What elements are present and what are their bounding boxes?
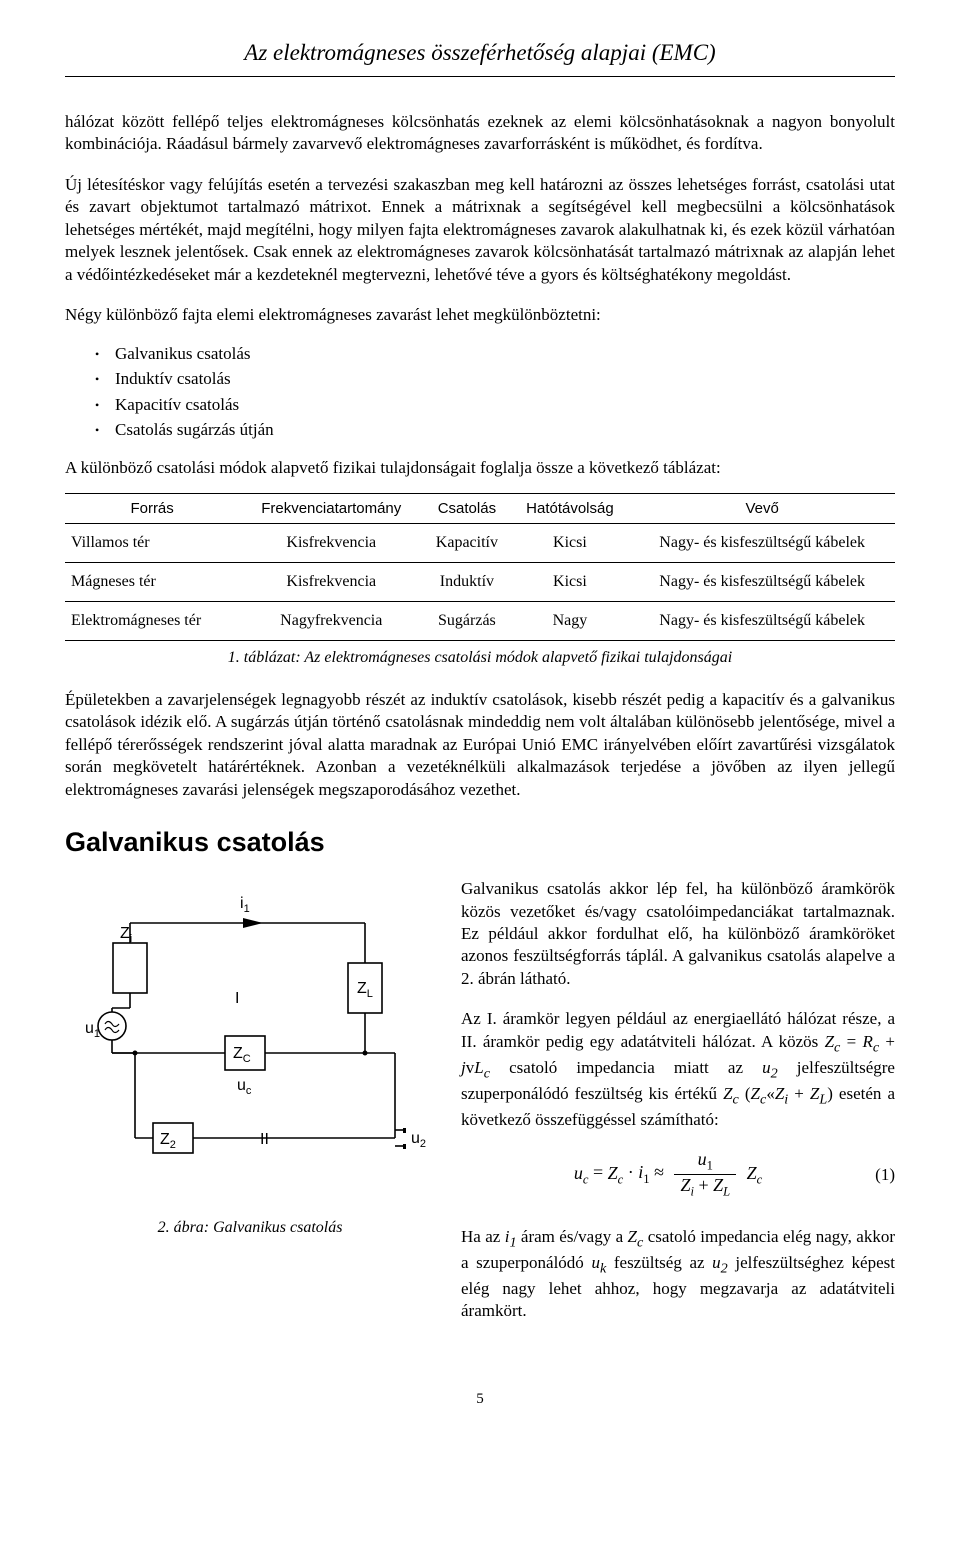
page: Az elektromágneses összeférhetőség alapj… <box>0 0 960 1468</box>
col-source: Forrás <box>65 493 239 523</box>
paragraph-5: Épületekben a zavarjelenségek legnagyobb… <box>65 689 895 801</box>
col-receiver: Vevő <box>629 493 895 523</box>
paragraph-6: Galvanikus csatolás akkor lép fel, ha kü… <box>461 878 895 990</box>
two-column-layout: i1 Zi I ZL u1 ZC uc Z2 II u2 2. ábra: Ga… <box>65 878 895 1341</box>
title-rule <box>65 76 895 77</box>
table-row: Mágneses tér Kisfrekvencia Induktív Kics… <box>65 562 895 601</box>
col-range: Hatótávolság <box>511 493 630 523</box>
table-header: Forrás Frekvenciatartomány Csatolás Ható… <box>65 493 895 523</box>
table-row: Elektromágneses tér Nagyfrekvencia Sugár… <box>65 601 895 640</box>
cell: Kisfrekvencia <box>239 523 423 562</box>
paragraph-2: Új létesítéskor vagy felújítás esetén a … <box>65 174 895 286</box>
label-u2: u2 <box>411 1130 426 1150</box>
equation-number: (1) <box>875 1165 895 1185</box>
paragraph-8: Ha az i1 áram és/vagy a Zc csatoló imped… <box>461 1226 895 1323</box>
paragraph-4: A különböző csatolási módok alapvető fiz… <box>65 457 895 479</box>
list-item: Csatolás sugárzás útján <box>115 417 895 443</box>
cell: Nagy- és kisfeszültségű kábelek <box>629 523 895 562</box>
col-freq: Frekvenciatartomány <box>239 493 423 523</box>
cell: Elektromágneses tér <box>65 601 239 640</box>
cell: Villamos tér <box>65 523 239 562</box>
cell: Induktív <box>423 562 510 601</box>
label-loop1: I <box>235 990 239 1007</box>
figure-column: i1 Zi I ZL u1 ZC uc Z2 II u2 2. ábra: Ga… <box>65 878 435 1237</box>
list-item: Kapacitív csatolás <box>115 392 895 418</box>
paragraph-3: Négy különböző fajta elemi elektromágnes… <box>65 304 895 326</box>
equation-body: uc = Zc · i1 ≈ u1 Zi + ZL Zc <box>461 1149 875 1199</box>
table-row: Villamos tér Kisfrekvencia Kapacitív Kic… <box>65 523 895 562</box>
cell: Nagyfrekvencia <box>239 601 423 640</box>
label-uc: uc <box>237 1077 252 1097</box>
cell: Nagy- és kisfeszültségű kábelek <box>629 562 895 601</box>
figure-caption: 2. ábra: Galvanikus csatolás <box>65 1219 435 1237</box>
cell: Mágneses tér <box>65 562 239 601</box>
list-item: Induktív csatolás <box>115 366 895 392</box>
cell: Kapacitív <box>423 523 510 562</box>
cell: Kisfrekvencia <box>239 562 423 601</box>
cell: Kicsi <box>511 562 630 601</box>
cell: Nagy- és kisfeszültségű kábelek <box>629 601 895 640</box>
list-item: Galvanikus csatolás <box>115 341 895 367</box>
coupling-type-list: Galvanikus csatolás Induktív csatolás Ka… <box>65 341 895 443</box>
label-loop2: II <box>260 1131 269 1148</box>
running-title: Az elektromágneses összeférhetőség alapj… <box>65 40 895 66</box>
label-i1: i1 <box>240 895 250 915</box>
paragraph-7: Az I. áramkör legyen például az energiae… <box>461 1008 895 1131</box>
page-number: 5 <box>65 1391 895 1408</box>
col-coupling: Csatolás <box>423 493 510 523</box>
text-column: Galvanikus csatolás akkor lép fel, ha kü… <box>461 878 895 1341</box>
cell: Kicsi <box>511 523 630 562</box>
cell: Nagy <box>511 601 630 640</box>
coupling-table: Forrás Frekvenciatartomány Csatolás Ható… <box>65 493 895 641</box>
table-caption: 1. táblázat: Az elektromágneses csatolás… <box>65 649 895 667</box>
paragraph-1: hálózat között fellépő teljes elektromág… <box>65 111 895 156</box>
equation-1: uc = Zc · i1 ≈ u1 Zi + ZL Zc (1) <box>461 1149 895 1199</box>
section-heading-galvanic: Galvanikus csatolás <box>65 827 895 858</box>
cell: Sugárzás <box>423 601 510 640</box>
galvanic-coupling-circuit: i1 Zi I ZL u1 ZC uc Z2 II u2 <box>65 878 435 1198</box>
